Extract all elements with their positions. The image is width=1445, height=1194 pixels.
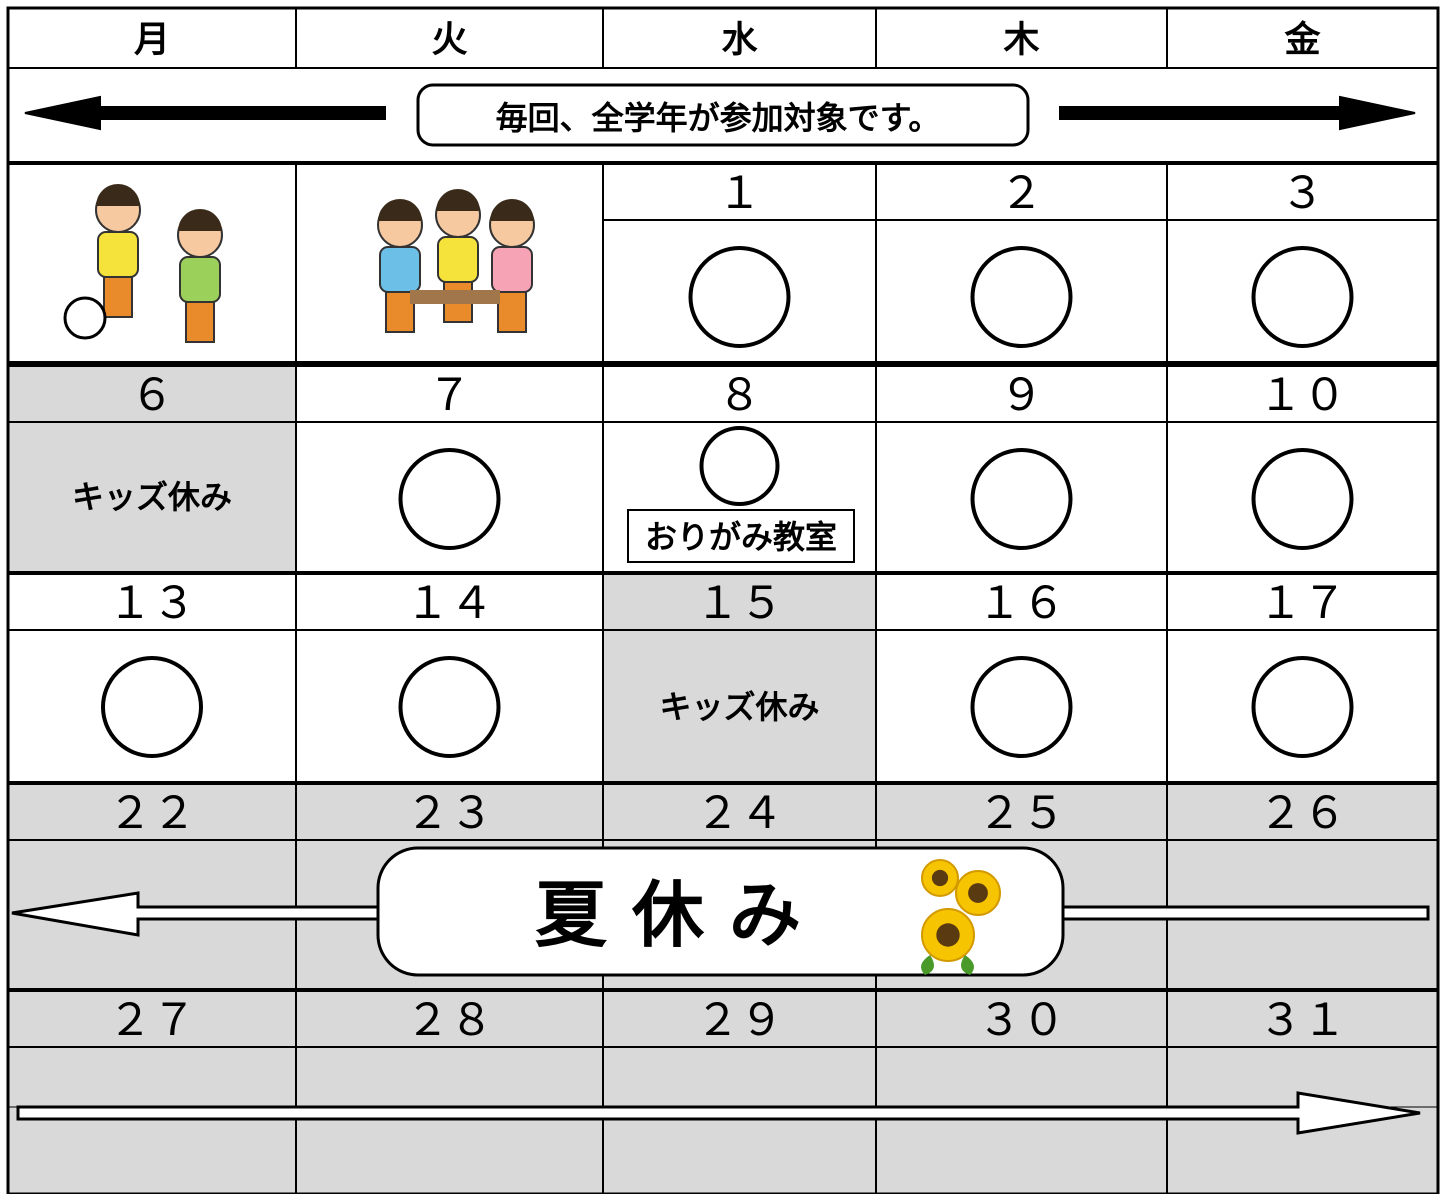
open-mark bbox=[970, 656, 1073, 758]
kid-shirt bbox=[97, 231, 139, 278]
arrow bbox=[1058, 905, 1430, 921]
sunflower-center bbox=[936, 923, 960, 947]
open-mark bbox=[1251, 656, 1354, 758]
arrow bbox=[1059, 95, 1416, 131]
weekday: 月 bbox=[134, 20, 170, 61]
frame bbox=[6, 6, 1440, 1194]
note: キッズ休み bbox=[659, 688, 819, 726]
weekday: 火 bbox=[431, 20, 467, 61]
kid-hair bbox=[96, 184, 140, 206]
date: １３ bbox=[108, 578, 196, 629]
date: ２９ bbox=[696, 995, 784, 1046]
open-mark bbox=[699, 426, 780, 506]
summer-text: 夏 休 み bbox=[535, 873, 801, 957]
date: ２７ bbox=[108, 995, 196, 1046]
open-mark bbox=[688, 246, 791, 348]
sunflower-center bbox=[931, 869, 949, 887]
date: ２６ bbox=[1259, 788, 1347, 839]
date: ２５ bbox=[978, 788, 1066, 839]
banner-box bbox=[416, 83, 1030, 147]
date: １４ bbox=[406, 578, 494, 629]
open-mark bbox=[970, 448, 1073, 550]
kid-shirt bbox=[179, 256, 221, 303]
date: ２２ bbox=[108, 788, 196, 839]
arrow bbox=[24, 95, 386, 131]
sunflower-center bbox=[968, 883, 988, 903]
open-mark bbox=[398, 656, 501, 758]
open-mark bbox=[101, 656, 203, 758]
weekday: 水 bbox=[721, 20, 758, 61]
kid-hair bbox=[178, 209, 222, 231]
leaf bbox=[921, 955, 974, 975]
kid-hair bbox=[436, 189, 480, 211]
kid-legs bbox=[385, 291, 415, 333]
weekday: 金 bbox=[1283, 19, 1321, 61]
date: ７ bbox=[428, 370, 472, 421]
date: ３１ bbox=[1259, 995, 1347, 1046]
date: ２ bbox=[1000, 168, 1044, 219]
open-mark bbox=[1251, 448, 1354, 550]
summer-box bbox=[376, 846, 1065, 977]
date: ２３ bbox=[406, 788, 494, 839]
weekday: 木 bbox=[1003, 20, 1039, 61]
date: ３ bbox=[1281, 168, 1325, 219]
date: ８ bbox=[718, 370, 762, 421]
kid-hair bbox=[378, 199, 422, 221]
note: おりがみ教室 bbox=[645, 518, 837, 556]
banner-text: 毎回、全学年が参加対象です。 bbox=[496, 99, 941, 137]
arrow bbox=[16, 1091, 1421, 1135]
open-mark bbox=[1251, 246, 1354, 348]
table bbox=[410, 290, 500, 304]
kid-shirt bbox=[491, 246, 533, 293]
ball bbox=[63, 296, 107, 340]
date: １０ bbox=[1259, 370, 1347, 421]
holiday-fill bbox=[8, 365, 296, 573]
date: １５ bbox=[696, 578, 784, 629]
date: １７ bbox=[1259, 578, 1347, 629]
date: ９ bbox=[1000, 370, 1044, 421]
note-box bbox=[627, 509, 855, 563]
date: ６ bbox=[130, 370, 174, 421]
kid-legs bbox=[103, 276, 133, 318]
kid-legs bbox=[185, 301, 215, 343]
date: ３０ bbox=[978, 995, 1066, 1046]
date: ２４ bbox=[696, 788, 784, 839]
open-mark bbox=[398, 448, 501, 550]
open-mark bbox=[970, 246, 1073, 348]
holiday-fill bbox=[603, 573, 876, 783]
note: キッズ休み bbox=[72, 478, 232, 516]
kid-legs bbox=[497, 291, 527, 333]
date: １ bbox=[718, 168, 762, 219]
kid-shirt bbox=[437, 236, 479, 283]
date: ２８ bbox=[406, 995, 494, 1046]
kid-shirt bbox=[379, 246, 421, 293]
kid-hair bbox=[490, 199, 534, 221]
date: １６ bbox=[978, 578, 1066, 629]
